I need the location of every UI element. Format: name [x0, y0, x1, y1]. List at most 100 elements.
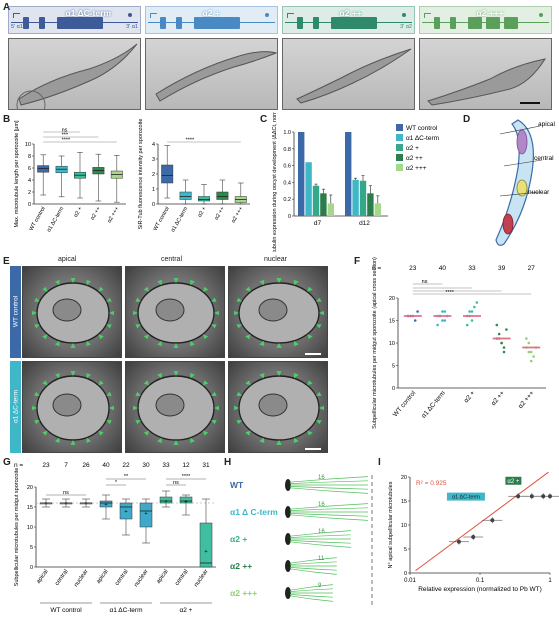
category-label: α2 ++ — [490, 390, 506, 408]
microtubule-marker — [211, 297, 217, 302]
legend-label: α2 ++ — [406, 155, 423, 162]
category-label: α2 ++ — [90, 206, 102, 221]
y-tick-label: 8 — [28, 154, 31, 160]
sig-label: ns — [63, 490, 69, 496]
nucleus-shape — [516, 179, 528, 197]
box — [179, 496, 193, 504]
label-central: central — [534, 155, 554, 162]
microtubule-marker — [307, 286, 313, 292]
row-label-text: WT control — [12, 295, 20, 328]
data-point — [516, 494, 521, 499]
position-label: apical — [156, 569, 170, 585]
label-apical: apical — [538, 121, 556, 128]
microtubule-marker — [55, 279, 60, 286]
microtubule-line — [289, 568, 337, 575]
data-point — [548, 494, 552, 499]
y-tick-label: 15 — [389, 319, 395, 325]
group-label: α2 + — [180, 607, 193, 614]
legend-swatch — [396, 144, 403, 151]
bar — [345, 132, 352, 216]
gene-line — [422, 22, 549, 23]
data-point — [475, 301, 479, 304]
legend-label: α2 + — [406, 145, 419, 152]
y-tick-label: 5 — [404, 547, 407, 553]
data-point — [490, 518, 495, 523]
microtubule-count: 16 — [318, 475, 325, 481]
microtubule-marker — [135, 297, 141, 302]
microtubule-marker — [42, 334, 48, 340]
exon-1 — [160, 17, 166, 29]
terminator-icon — [128, 13, 132, 17]
organelle — [155, 298, 185, 322]
construct-label: α2 +++ — [230, 588, 257, 598]
y-tick-label: 10 — [27, 525, 33, 531]
microtubule-marker — [32, 310, 37, 316]
data-point — [502, 350, 506, 354]
promoter-arrow-icon — [150, 13, 157, 18]
microtubule-marker — [245, 380, 251, 386]
microtubule-marker — [202, 286, 209, 292]
y-tick-label: 2 — [28, 190, 31, 196]
y-tick-label: 10 — [389, 341, 395, 347]
boxplot-group: 0 1 2 3 4 SiR-Tub fluorescence intensity per … — [138, 119, 250, 233]
gene-bar: α2 ++ 3' α2 — [282, 6, 415, 34]
category-label: d12 — [359, 220, 370, 227]
sig-label: **** — [186, 138, 195, 144]
legend-swatch — [396, 154, 403, 161]
organelle — [155, 393, 185, 417]
microtubule-line — [289, 561, 337, 565]
construct-label: WT — [230, 480, 244, 490]
panel-label-c: C — [260, 114, 268, 125]
apical-ring — [285, 560, 291, 572]
microtubule-marker — [106, 420, 112, 425]
microtubule-marker — [135, 324, 141, 329]
n-value: 7 — [64, 462, 68, 469]
data-point — [413, 319, 417, 322]
microtubule-marker — [86, 437, 91, 443]
microtubule-marker — [236, 420, 243, 425]
exon-1 — [23, 17, 29, 29]
microtubule-line — [289, 588, 333, 592]
microtubule-line — [289, 540, 351, 544]
microtubule-marker — [106, 391, 112, 396]
microtubule-marker — [190, 340, 195, 347]
y-tick-label: 0 — [30, 565, 33, 571]
category-label: α2 + — [197, 206, 208, 219]
mean-marker: + — [44, 501, 47, 507]
scale-bar — [305, 448, 321, 450]
y-tick-label: 15 — [27, 505, 33, 511]
panel-a-constructs: α1 ΔC-term 5' α1 3' α1 α2 + α2 ++ 3' α2 α2 +++ — [8, 4, 554, 112]
box — [159, 496, 173, 504]
microtubule-marker — [157, 340, 162, 347]
microtubule-marker — [86, 279, 91, 286]
y-tick-label: 5 — [30, 545, 33, 551]
n-value: 27 — [528, 265, 536, 272]
panel-c-bar-chart: 0 0.2 0.4 0.6 0.8 1.0 Relative α-tubulin expre… — [272, 112, 439, 252]
position-label: central — [54, 569, 69, 587]
category-label: α2 ++ — [214, 206, 226, 221]
microtubule-marker — [133, 310, 138, 316]
regression-line — [415, 471, 549, 572]
sig-label: ns — [422, 279, 428, 285]
tag-alpha1-box — [446, 492, 485, 501]
microtubule-marker — [245, 430, 251, 436]
bar — [298, 132, 305, 216]
y-tick-label: 20 — [401, 475, 407, 481]
cell-outline — [155, 51, 277, 102]
sig-label: ns — [62, 128, 68, 134]
microtubule-marker — [315, 324, 322, 329]
sporozoite-shape — [427, 58, 547, 106]
scale-bar — [520, 102, 540, 104]
microtubule-marker — [276, 278, 282, 283]
microtubule-marker — [173, 278, 179, 283]
microtubule-line — [289, 487, 369, 494]
bar — [367, 193, 374, 216]
y-tick-label: 1 — [152, 187, 155, 193]
em-section — [125, 361, 225, 453]
exon-1 — [434, 17, 440, 29]
microtubule-line — [289, 514, 369, 521]
exon-2 — [176, 17, 182, 29]
exon-2 — [39, 17, 45, 29]
box — [179, 191, 192, 200]
data-point — [500, 341, 503, 345]
